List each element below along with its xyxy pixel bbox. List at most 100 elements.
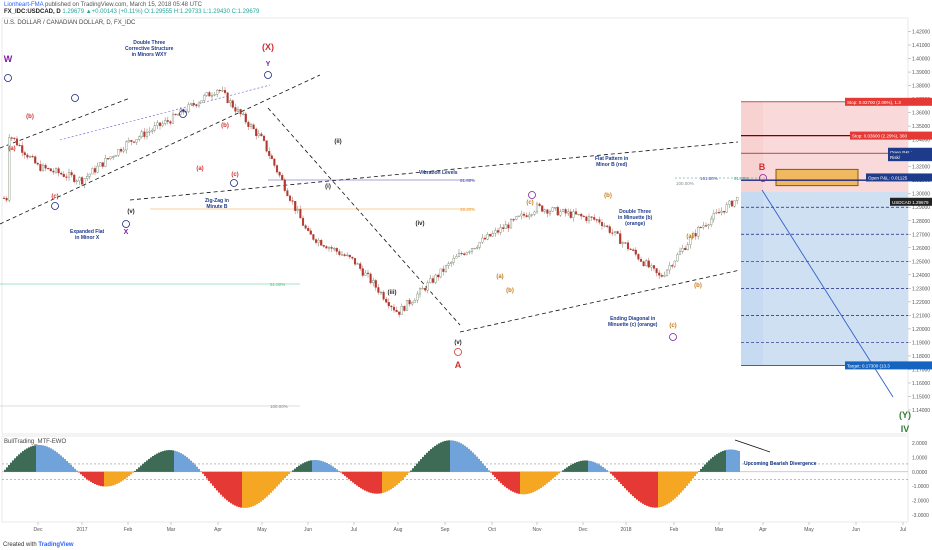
candle-body [429,278,432,283]
channel-line [0,97,131,149]
tradingview-logo[interactable]: TradingView [38,542,74,548]
y-tick-label: 1.38000 [912,84,930,90]
candle-body [676,254,679,262]
osc-bar [582,460,584,472]
osc-bar [30,446,32,472]
osc-bar [456,441,458,472]
wave-label-iii: (iii) [388,290,397,296]
osc-bar [124,471,126,480]
osc-bar [678,471,680,495]
osc-bar [116,471,118,484]
candle-body [229,100,232,104]
wave-circle-marker [454,348,462,356]
candle-body [525,215,528,218]
y-tick-label: 1.17000 [912,367,930,373]
candle-body [671,265,674,267]
candle-body [177,114,180,116]
projection-shade [763,101,908,366]
osc-bar [454,440,456,472]
candle-body [730,200,734,207]
osc-bar [596,463,598,472]
osc-tick-label: -3.0000 [912,513,929,519]
osc-bar [46,446,48,472]
osc-bar [84,471,86,478]
osc-bar [404,471,406,478]
author-name[interactable]: Lionheart-FMA [4,2,44,8]
candle-body [634,249,637,255]
candle-body [190,103,193,105]
osc-bar [86,471,88,480]
osc-bar [458,442,460,472]
osc-bar [452,440,454,472]
osc-bar [636,471,638,500]
osc-bar [266,471,268,497]
osc-bar [698,471,700,472]
candle-body [587,216,591,221]
osc-bar [448,440,450,472]
osc-bar [434,445,436,472]
annotation-expanded-flat: Expanded Flat in Minor X [70,229,105,241]
osc-bar [134,470,136,472]
candle-body [403,305,406,311]
osc-bar [354,471,356,485]
candle-body [54,168,58,173]
osc-bar [42,445,44,472]
candle-body [639,259,643,262]
osc-bar [658,471,660,508]
osc-bar [384,471,386,493]
x-tick-label: Mar [167,527,176,533]
wave-label-b-red: (b) [26,114,34,120]
indicator-title: BullTrading_MTF-EWO [4,439,67,445]
osc-bar [248,471,250,508]
open-pl-ratio-box-text: Open P&L: 0.01125 [868,175,908,180]
wave-label-b-red: (b) [221,123,229,129]
candle-body [187,104,190,112]
candle-body [395,309,398,313]
osc-bar [520,471,522,495]
candle-body [460,253,463,255]
y-tick-label: 1.27000 [912,232,930,238]
osc-bar [80,471,82,475]
candle-body [28,156,32,158]
channel-line [0,74,321,225]
osc-bar [706,462,708,472]
osc-bar [202,471,204,474]
osc-bar [334,467,336,472]
candle-body [678,251,682,255]
osc-bar [212,471,214,486]
osc-bar [704,464,706,472]
candle-body [364,272,367,276]
candle-body [125,141,128,151]
footer: Created with TradingView [3,542,74,548]
candle-body [52,170,55,173]
wave-circle-marker [759,174,767,182]
candle-body [356,263,359,265]
candle-body [216,89,219,95]
x-tick-label: Feb [124,527,133,533]
candle-body [717,212,721,214]
candle-body [294,201,297,211]
osc-bar [388,471,390,491]
osc-bar [94,471,96,485]
wave-circle-marker [669,333,677,341]
osc-bar [488,470,490,472]
candle-body [470,248,474,252]
osc-bar [486,468,488,472]
candle-body [382,291,385,300]
osc-bar [386,471,388,492]
osc-bar [550,471,552,481]
osc-bar [332,466,334,472]
osc-bar [396,471,398,485]
candle-body [164,120,167,124]
candle-body [608,226,611,233]
candle-body [637,254,640,260]
osc-bar [508,471,510,490]
channel-line [459,269,741,333]
candle-body [611,232,614,234]
osc-bar [278,471,280,485]
candle-body [434,274,437,283]
osc-bar [370,471,372,493]
candle-body [112,156,115,158]
osc-bar [218,471,220,493]
